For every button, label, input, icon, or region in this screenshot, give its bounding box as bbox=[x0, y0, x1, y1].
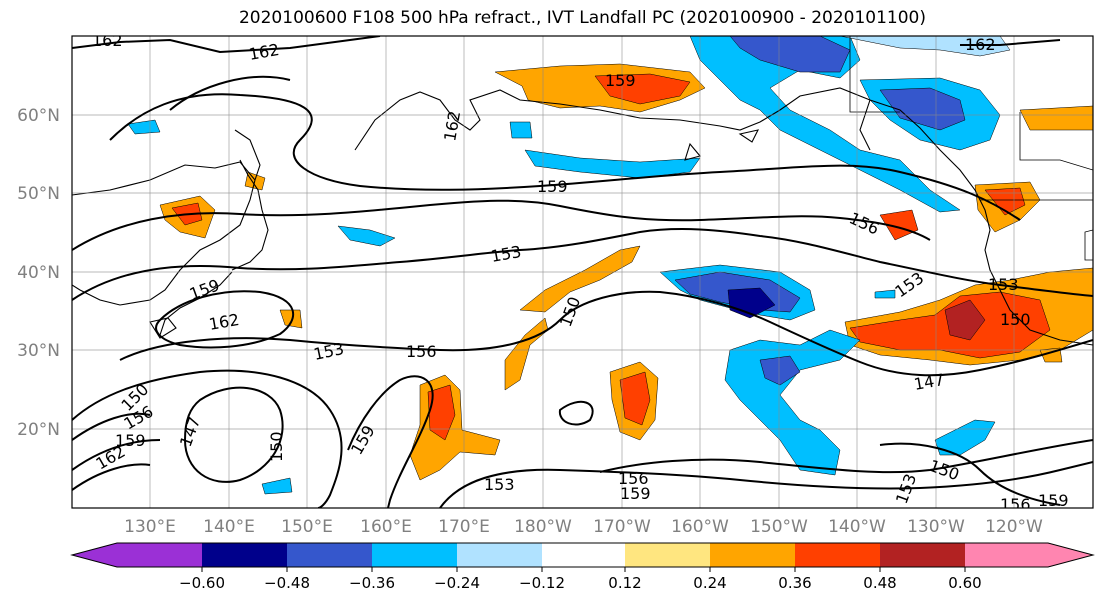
lat-label: 20°N bbox=[17, 420, 60, 440]
colorbar-segment bbox=[965, 543, 1093, 567]
lat-label: 30°N bbox=[17, 341, 60, 361]
contour-label: 159 bbox=[605, 71, 636, 90]
lon-label: 160°W bbox=[671, 517, 729, 537]
political-borders bbox=[849, 36, 1093, 261]
lon-label: 130°W bbox=[907, 517, 965, 537]
colorbar-segment bbox=[72, 543, 202, 567]
lon-label: 150°E bbox=[281, 517, 333, 537]
contour-label: 159 bbox=[115, 431, 146, 450]
contour-label: 156 bbox=[406, 342, 437, 361]
lon-label: 120°W bbox=[985, 517, 1043, 537]
contour-label: 156 bbox=[1000, 495, 1031, 514]
contour-label: 159 bbox=[1038, 491, 1069, 510]
contour-label: 159 bbox=[537, 177, 568, 196]
colorbar-outline bbox=[70, 542, 1095, 568]
colorbar-tick-label: −0.48 bbox=[264, 574, 310, 592]
colorbar-tick-label: 0.36 bbox=[778, 574, 811, 592]
colorbar-tick-label: −0.12 bbox=[519, 574, 565, 592]
colorbar-tick-label: 0.60 bbox=[948, 574, 981, 592]
colorbar-tick-label: −0.36 bbox=[349, 574, 395, 592]
lon-label: 150°W bbox=[750, 517, 808, 537]
lat-label: 40°N bbox=[17, 263, 60, 283]
map-title: 2020100600 F108 500 hPa refract., IVT La… bbox=[238, 8, 926, 28]
positive-anomaly-fills bbox=[159, 63, 1093, 481]
contour-label: 150 bbox=[267, 431, 286, 462]
lon-label: 140°E bbox=[203, 517, 255, 537]
colorbar-tick-label: 0.24 bbox=[693, 574, 726, 592]
colorbar-tick-label: −0.60 bbox=[179, 574, 225, 592]
colorbar-tick-label: 0.48 bbox=[863, 574, 896, 592]
lon-label: 170°E bbox=[438, 517, 490, 537]
colorbar-segment bbox=[795, 543, 880, 567]
colorbar: −0.60 −0.48 −0.36 −0.24 −0.12 0.12 0.24 … bbox=[70, 542, 1095, 592]
colorbar-segment bbox=[457, 543, 542, 567]
colorbar-segment bbox=[372, 543, 457, 567]
refractivity-contours bbox=[72, 36, 1093, 508]
contour-label: 153 bbox=[988, 275, 1019, 294]
colorbar-segment bbox=[202, 543, 287, 567]
colorbar-tick-label: 0.12 bbox=[608, 574, 641, 592]
contour-label: 150 bbox=[1000, 310, 1031, 329]
lat-label: 60°N bbox=[17, 106, 60, 126]
contour-label: 159 bbox=[620, 484, 651, 503]
negative-anomaly-fills bbox=[127, 36, 1011, 495]
latitude-labels: 60°N 50°N 40°N 30°N 20°N bbox=[17, 106, 60, 440]
lon-label: 140°W bbox=[828, 517, 886, 537]
lon-label: 130°E bbox=[124, 517, 176, 537]
lat-label: 50°N bbox=[17, 184, 60, 204]
lon-label: 180°W bbox=[514, 517, 572, 537]
colorbar-segment bbox=[880, 543, 965, 567]
contour-label: 162 bbox=[965, 35, 996, 54]
contour-label: 153 bbox=[484, 475, 515, 494]
map-area: 162 162 159 162 162 159 156 153 153 153 … bbox=[72, 31, 1093, 514]
contour-label: 156 bbox=[618, 469, 649, 488]
lon-label: 160°E bbox=[360, 517, 412, 537]
colorbar-segment bbox=[287, 543, 372, 567]
map-frame bbox=[71, 35, 1094, 509]
lon-label: 170°W bbox=[593, 517, 651, 537]
colorbar-tick-label: −0.24 bbox=[434, 574, 480, 592]
colorbar-segment bbox=[625, 543, 710, 567]
contour-label: 162 bbox=[92, 31, 123, 50]
colorbar-segment bbox=[710, 543, 795, 567]
longitude-labels: 130°E 140°E 150°E 160°E 170°E 180°W 170°… bbox=[124, 517, 1043, 537]
colorbar-segment bbox=[542, 543, 625, 567]
